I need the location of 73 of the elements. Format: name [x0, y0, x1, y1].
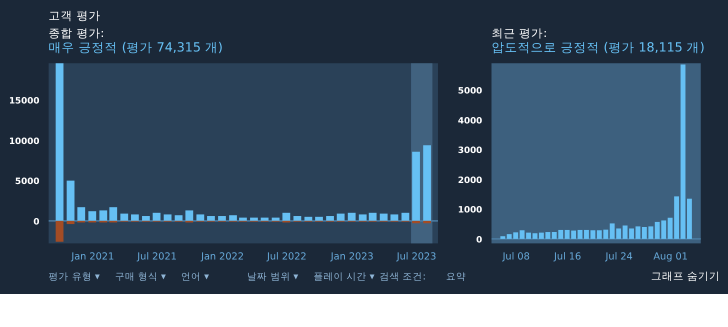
bar: [185, 210, 194, 221]
bar: [56, 63, 64, 221]
bar: [326, 216, 334, 221]
y-tick-label: 5000: [15, 177, 40, 188]
x-tick-label: Jul 2022: [266, 251, 307, 262]
text: 요약: [446, 271, 466, 282]
bar: [260, 218, 269, 221]
bar: [142, 216, 150, 221]
x-tick-label: Aug 01: [653, 251, 688, 262]
bar: [239, 218, 247, 221]
bar: [99, 210, 108, 221]
x-tick-label: Jul 2021: [136, 251, 177, 262]
x-tick-label: Jan 2021: [70, 251, 114, 262]
bar: [66, 180, 74, 221]
bar: [304, 216, 312, 221]
y-tick-label: 3000: [458, 146, 482, 156]
bar: [218, 216, 226, 221]
text: 평가 유형 ▾: [48, 271, 100, 282]
x-tick-label: Jul 24: [604, 251, 633, 262]
bar: [282, 212, 290, 221]
text: 검색 조건:: [380, 271, 426, 282]
y-tick-label: 2000: [458, 176, 482, 186]
y-tick-label: 1000: [458, 206, 482, 216]
chart-title: 최근 평가:: [491, 26, 548, 40]
bar: [412, 152, 420, 221]
bar: [293, 216, 302, 221]
y-tick-label: 4000: [458, 116, 482, 126]
text: 플레이 시간 ▾: [313, 271, 375, 282]
bar: [164, 214, 172, 221]
bar: [131, 214, 139, 221]
bar: [229, 215, 237, 221]
chart-subtitle: 매우 긍정적 (평가 74,315 개): [48, 40, 223, 55]
x-tick-label: Jul 2023: [396, 251, 436, 262]
text: 고객 평가: [48, 8, 100, 23]
chart-title: 종합 평가:: [48, 26, 104, 40]
x-tick-label: Jan 2022: [200, 251, 244, 262]
bar: [250, 218, 258, 221]
x-tick-label: Jan 2023: [330, 251, 374, 262]
bar: [368, 212, 377, 221]
bar: [390, 214, 398, 221]
text: 그래프 숨기기: [650, 269, 720, 282]
bar: [196, 214, 204, 221]
chart-subtitle: 압도적으로 긍정적 (평가 18,115 개): [491, 40, 705, 55]
bar: [401, 212, 410, 221]
bar: [423, 220, 431, 224]
text: 구매 형식 ▾: [114, 271, 166, 282]
bar: [500, 236, 506, 239]
bar: [358, 214, 367, 221]
bar: [412, 220, 420, 224]
bar: [423, 145, 431, 221]
bar: [66, 220, 74, 224]
bar: [207, 216, 215, 221]
y-tick-label: 15000: [8, 96, 40, 107]
text: 날짜 범위 ▾: [247, 271, 298, 282]
bar: [88, 211, 96, 221]
bar: [77, 207, 86, 221]
x-tick-label: Jul 08: [502, 251, 530, 262]
bar: [380, 214, 388, 221]
bar: [315, 216, 323, 221]
bar: [272, 218, 280, 221]
text: 언어 ▾: [181, 271, 210, 282]
bar: [348, 212, 356, 221]
x-tick-label: Jul 16: [553, 251, 582, 262]
bar: [336, 214, 345, 221]
y-tick-label: 0: [33, 217, 40, 228]
bar: [152, 212, 160, 221]
y-tick-label: 0: [476, 235, 482, 246]
bar: [174, 215, 183, 221]
y-tick-label: 10000: [8, 136, 40, 147]
y-tick-label: 5000: [458, 86, 482, 96]
bar: [56, 220, 64, 242]
bar: [109, 207, 118, 221]
bar: [120, 214, 128, 221]
